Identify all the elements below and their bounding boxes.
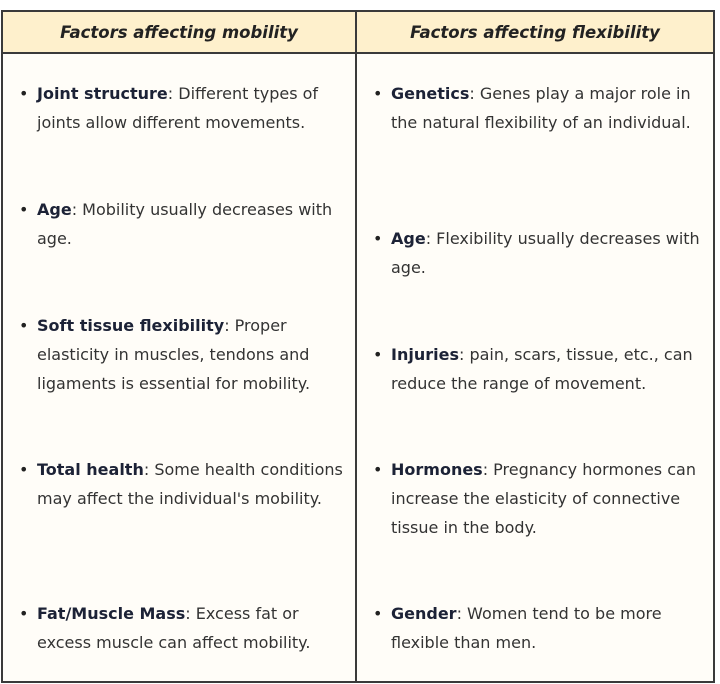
bullet-icon: • (373, 345, 383, 364)
bullet-icon: • (19, 316, 29, 335)
factor-description: : Genes play a major role in the natural… (391, 84, 691, 132)
factor-description: : Some health conditions may affect the … (37, 460, 343, 508)
factor-description: : Excess fat or excess muscle can affect… (37, 604, 311, 652)
bullet-icon: • (19, 200, 29, 219)
body-row: • Joint structure: Different types of jo… (1, 52, 715, 683)
list-item: • Genetics: Genes play a major role in t… (371, 79, 703, 137)
factor-description: : Pregnancy hormones can increase the el… (391, 460, 696, 537)
factor-term: Gender (391, 604, 457, 623)
list-item: • Age: Mobility usually decreases with a… (17, 195, 345, 253)
bullet-icon: • (373, 84, 383, 103)
list-item: • Soft tissue flexibility: Proper elasti… (17, 311, 345, 398)
list-item: • Injuries: pain, scars, tissue, etc., c… (371, 340, 703, 398)
list-item: • Age: Flexibility usually decreases wit… (371, 224, 703, 282)
bullet-icon: • (19, 84, 29, 103)
list-item: • Total health: Some health conditions m… (17, 455, 345, 513)
factor-term: Fat/Muscle Mass (37, 604, 186, 623)
factor-term: Age (391, 229, 426, 248)
bullet-icon: • (19, 604, 29, 623)
factor-term: Total health (37, 460, 144, 479)
factor-term: Soft tissue flexibility (37, 316, 225, 335)
bullet-icon: • (373, 460, 383, 479)
factor-description: : pain, scars, tissue, etc., can reduce … (391, 345, 693, 393)
factor-term: Injuries (391, 345, 459, 364)
factor-term: Hormones (391, 460, 483, 479)
factor-description: : Mobility usually decreases with age. (37, 200, 333, 248)
header-mobility: Factors affecting mobility (1, 10, 357, 54)
flexibility-column: • Genetics: Genes play a major role in t… (355, 52, 715, 683)
factor-term: Age (37, 200, 72, 219)
factor-term: Genetics (391, 84, 470, 103)
bullet-icon: • (19, 460, 29, 479)
factor-term: Joint structure (37, 84, 168, 103)
bullet-icon: • (373, 229, 383, 248)
list-item: • Fat/Muscle Mass: Excess fat or excess … (17, 599, 345, 657)
mobility-column: • Joint structure: Different types of jo… (1, 52, 357, 683)
factor-description: : Flexibility usually decreases with age… (391, 229, 700, 277)
list-item: • Joint structure: Different types of jo… (17, 79, 345, 137)
factors-table: Factors affecting mobility Factors affec… (1, 10, 715, 683)
factor-description: : Women tend to be more flexible than me… (391, 604, 662, 652)
list-item: • Gender: Women tend to be more flexible… (371, 599, 703, 657)
header-row: Factors affecting mobility Factors affec… (1, 10, 715, 54)
header-flexibility: Factors affecting flexibility (355, 10, 715, 54)
bullet-icon: • (373, 604, 383, 623)
list-item: • Hormones: Pregnancy hormones can incre… (371, 455, 703, 542)
factor-description: : Proper elasticity in muscles, tendons … (37, 316, 311, 393)
factor-description: : Different types of joints allow differ… (37, 84, 319, 132)
